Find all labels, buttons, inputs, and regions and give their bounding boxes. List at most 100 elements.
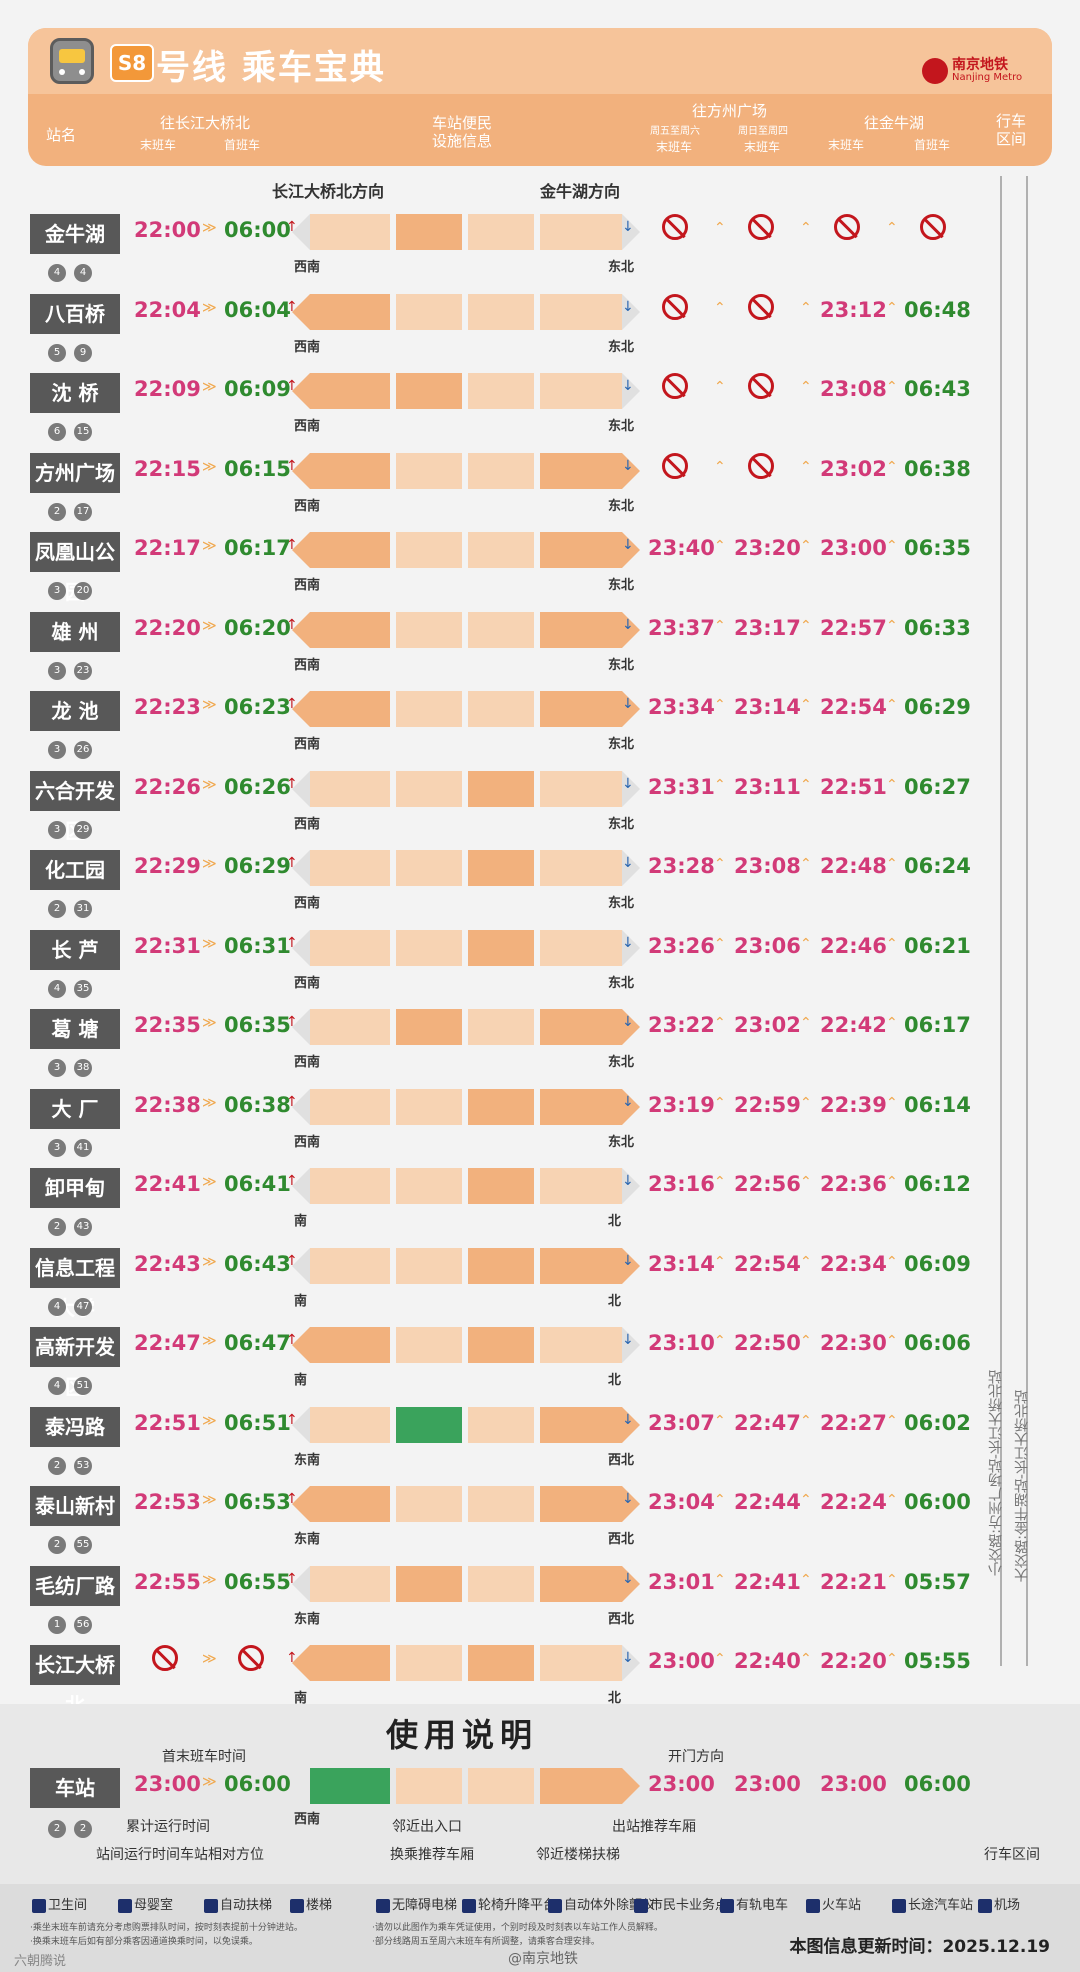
chevron-up-icon: ⌃: [800, 458, 812, 475]
direction-right: 西北: [608, 1452, 635, 1468]
no-service-icon: [152, 1645, 178, 1671]
train-head-left: [292, 373, 310, 409]
train-car: [540, 293, 622, 330]
last-train-north: 22:43: [134, 1251, 201, 1276]
chevron-up-icon: ⌃: [886, 1492, 898, 1508]
last-train-north: 22:17: [134, 536, 201, 560]
time-t5: 22:48: [820, 854, 887, 878]
facility-icon: [548, 1898, 562, 1913]
train-head-left: [292, 452, 310, 489]
train-head-right: [622, 1088, 640, 1125]
note-interval: 行车区间: [984, 1847, 1040, 1863]
train-car: [540, 1645, 622, 1681]
foot-note-1: ·乘坐末班车前请充分考虑购票排队时间，按时刻表提前十分钟进站。: [30, 1923, 303, 1933]
station-name: 雄 州: [30, 611, 120, 652]
station-row: 凤凰山公园3 20 22:17≫ 06:17 ↑ ↓ 西南 东北 23:40 23:20 23:0…: [0, 524, 1080, 604]
min-segment: 3: [48, 1059, 66, 1077]
train-car: [468, 293, 534, 330]
train-car: [540, 1247, 622, 1284]
min-cumulative: 29: [74, 820, 92, 839]
facility-icon: [204, 1898, 218, 1913]
legend-item: 长途汽车站: [890, 1894, 973, 1913]
chevron-up-icon: ⌃: [800, 697, 812, 713]
col-station: 站名: [46, 126, 77, 144]
train-head-right: [622, 1247, 640, 1284]
time-t3: 23:01: [648, 1569, 715, 1594]
chevron-down-icon: ≫: [202, 1094, 217, 1111]
direction-right: 北: [608, 1373, 622, 1388]
time-t5: 22:57: [820, 615, 887, 640]
no-service-icon: [834, 214, 860, 240]
train-car: [540, 1486, 622, 1522]
direction-right: 东北: [608, 1055, 635, 1070]
station-name: 龙 池: [30, 691, 120, 731]
train-car: [540, 1009, 622, 1045]
col-facilities: 车站便民 设施信息: [432, 114, 493, 150]
door-arrow-icon: ↓: [622, 616, 634, 633]
chevron-up-icon: ⌃: [886, 617, 898, 634]
note-transfer: 换乘推荐车厢: [390, 1847, 474, 1863]
facility-icon: [32, 1898, 46, 1913]
legend-label: 自动扶梯: [220, 1898, 273, 1913]
chevron-up-icon: ⌃: [714, 1015, 726, 1031]
time-t3: 23:14: [648, 1251, 715, 1276]
chevron-down-icon: ≫: [202, 776, 217, 793]
station-row: 金牛湖 4 4 22:00 ≫ 06:00 ↑ ↓ 西南 东北 ⌃ ⌃ ⌃: [0, 206, 1080, 286]
door-arrow-icon: ↓: [622, 1491, 634, 1507]
legend-label: 母婴室: [134, 1898, 174, 1913]
train-car: [310, 611, 390, 648]
chevron-down-icon: ≫: [202, 1492, 217, 1508]
chevron-up-icon: ⌃: [800, 776, 812, 793]
train-car: [468, 214, 534, 250]
train-head-right: [622, 770, 640, 807]
chevron-up-icon: ⌃: [800, 1015, 812, 1031]
train-diagram: [292, 1327, 640, 1363]
train-diagram: [292, 929, 640, 966]
chevron-up-icon: ⌃: [714, 299, 726, 316]
direction-left: 西南: [294, 657, 321, 673]
station-row: 方州广场 2 17 22:15 ≫ 06:15 ↑ ↓ 西南 东北 23:02 06:38 ⌃ ⌃ ⌃: [0, 445, 1080, 525]
first-train-north: 06:00: [224, 218, 291, 242]
facility-icon: [376, 1898, 390, 1913]
chevron-up-icon: ⌃: [714, 1174, 726, 1190]
col-to-north-last: 末班车: [140, 138, 177, 152]
usage-car-transfer: [310, 1768, 390, 1804]
direction-left: 西南: [294, 419, 321, 434]
station-name: 八百桥: [30, 293, 120, 334]
foot-note-2: ·换乘末班车后如有部分乘客因通道换乘时间，以免误乘。: [30, 1937, 258, 1947]
min-segment: 2: [48, 1456, 66, 1475]
min-cumulative: 43: [74, 1218, 92, 1236]
train-car: [310, 929, 390, 966]
door-arrow-icon: ↑: [286, 775, 298, 792]
time-t3: 23:40: [648, 536, 715, 560]
usage-t3: 23:00: [648, 1772, 715, 1796]
train-diagram: [292, 452, 640, 489]
no-service-icon: [662, 452, 688, 479]
time-t6: 06:21: [904, 933, 971, 958]
time-t4: 23:02: [734, 1013, 801, 1037]
direction-right: 东北: [608, 339, 635, 355]
no-service-icon: [238, 1645, 264, 1671]
station-row: 雄 州 3 23 22:20 ≫ 06:20 ↑ ↓ 西南 东北 23:37 23:17 22:57 0…: [0, 604, 1080, 684]
train-car: [396, 1645, 462, 1681]
chevron-up-icon: ⌃: [886, 1174, 898, 1190]
train-head-right: [622, 929, 640, 966]
train-car: [468, 1327, 534, 1363]
train-head-right: [622, 850, 640, 886]
min-cumulative: 47: [74, 1297, 92, 1316]
logo-text-en: Nanjing Metro: [952, 72, 1023, 83]
train-car: [540, 1327, 622, 1363]
min-segment: 3: [48, 661, 66, 680]
first-train-north: 06:55: [224, 1569, 291, 1594]
min-cumulative: 31: [74, 900, 92, 918]
train-car: [396, 452, 462, 489]
corner-text: 六朝腾说: [14, 1954, 67, 1969]
train-car: [468, 452, 534, 489]
station-name: 毛纺厂路: [30, 1565, 120, 1606]
train-car: [396, 1406, 462, 1443]
train-car: [468, 1406, 534, 1443]
train-car: [310, 1088, 390, 1125]
train-car: [540, 1406, 622, 1443]
chevron-up-icon: ⌃: [714, 538, 726, 554]
first-train-north: 06:23: [224, 695, 291, 719]
